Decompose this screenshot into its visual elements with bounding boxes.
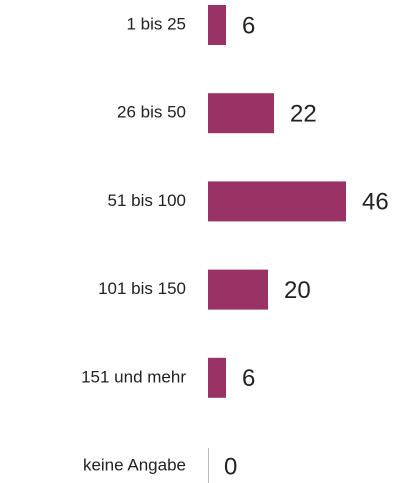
category-label: 26 bis 50	[117, 103, 186, 122]
value-label: 6	[242, 12, 255, 39]
value-label: 22	[290, 101, 317, 128]
value-label: 0	[224, 453, 237, 480]
bar	[208, 269, 268, 310]
category-label: 1 bis 25	[126, 14, 186, 33]
bar	[208, 93, 274, 134]
bar	[208, 5, 226, 45]
category-label: 51 bis 100	[108, 191, 186, 210]
category-label: 151 und mehr	[81, 367, 186, 386]
value-label: 46	[362, 189, 389, 216]
bar	[208, 181, 346, 222]
value-label: 6	[242, 365, 255, 392]
bar	[208, 357, 226, 398]
value-label: 20	[284, 277, 311, 304]
category-label: keine Angabe	[83, 455, 186, 474]
category-label: 101 bis 150	[98, 279, 186, 298]
